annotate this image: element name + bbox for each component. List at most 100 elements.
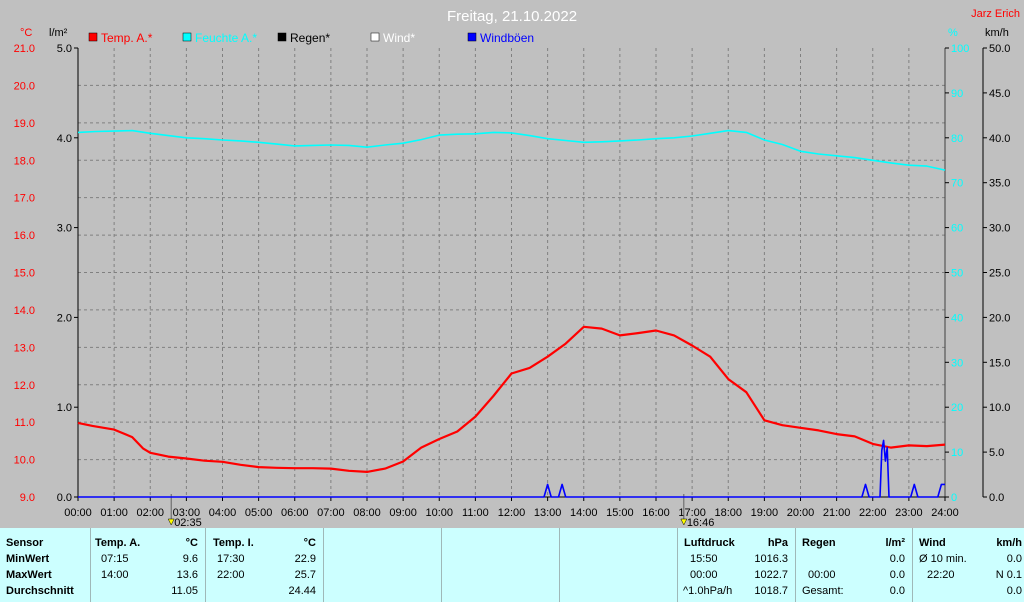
stats-col-sensor: Sensor MinWert MaxWert Durchschnitt [0, 528, 91, 602]
temp-tick-label: 17.0 [14, 193, 35, 205]
temp-a-avg: 11.05 [171, 585, 198, 597]
wind-avg-label: Ø 10 min. [919, 553, 967, 565]
temp-tick-label: 19.0 [14, 118, 35, 130]
wind-tick-label: 35.0 [989, 178, 1010, 190]
time-marker-label: 02:35 [174, 517, 202, 528]
rain-tick-label: 1.0 [57, 402, 72, 414]
pressure-max: 1022.7 [754, 569, 788, 581]
stats-col-temp-a: Temp. A. °C 07:15 9.6 14:00 13.6 11.05 [91, 528, 206, 602]
temp-tick-label: 14.0 [14, 305, 35, 317]
temp-a-min: 9.6 [182, 553, 198, 565]
stats-col-empty-2 [442, 528, 560, 602]
x-tick-label: 03:00 [173, 507, 201, 519]
time-marker-label: 16:46 [687, 517, 715, 528]
rain-unit: l/m² [885, 537, 905, 549]
wind-tick-label: 5.0 [989, 447, 1004, 459]
maxwert-label: MaxWert [6, 569, 52, 581]
humidity-tick-label: 70 [951, 178, 963, 190]
x-tick-label: 06:00 [281, 507, 309, 519]
x-tick-label: 11:00 [462, 507, 489, 519]
wind-tick-label: 45.0 [989, 88, 1010, 100]
legend-label: Temp. A.* [101, 31, 153, 45]
wind-tick-label: 0.0 [989, 492, 1004, 504]
plot-axes: 00:00 01:00 02:00 03:00 04:00 05:00 06:00 07:00… [14, 43, 1011, 528]
temp-a-series-line [77, 325, 946, 473]
legend-label: Feuchte A.* [195, 31, 257, 45]
time-marker-arrow-icon [167, 518, 175, 526]
wind-tick-label: 25.0 [989, 268, 1010, 280]
rain-value-1: 0.0 [889, 553, 905, 565]
stats-col-pressure: Luftdruck hPa 15:50 1016.3 00:00 1022.7 ^1.… [678, 528, 796, 602]
rain-total: 0.0 [889, 585, 905, 597]
weather-chart: Freitag, 21.10.2022 Jarz Erich °C l/m² %… [14, 8, 1020, 528]
x-tick-label: 16:00 [642, 507, 670, 519]
humidity-tick-label: 80 [951, 133, 963, 145]
wind-tick-label: 40.0 [989, 133, 1010, 145]
humidity-tick-label: 50 [951, 268, 963, 280]
stats-col-empty-1 [324, 528, 442, 602]
legend-label: Windböen [480, 31, 534, 45]
stats-col-wind: Wind km/h Ø 10 min. 0.0 22:20 N 0.1 0.0 [913, 528, 1024, 602]
legend-swatch [182, 32, 192, 42]
temp-tick-label: 21.0 [14, 43, 35, 55]
humidity-tick-label: 40 [951, 312, 963, 324]
wind-tick-label: 20.0 [989, 312, 1010, 324]
legend-swatch [277, 32, 287, 42]
x-tick-label: 15:00 [606, 507, 634, 519]
x-tick-label: 13:00 [534, 507, 562, 519]
rain-tick-label: 5.0 [57, 43, 72, 55]
x-tick-label: 07:00 [317, 507, 345, 519]
x-tick-label: 18:00 [714, 507, 742, 519]
x-tick-label: 05:00 [245, 507, 273, 519]
pressure-unit: hPa [767, 537, 788, 549]
plot-series [77, 129, 946, 498]
chart-legend: Temp. A.* Feuchte A.* Regen* Wind* Windböen [88, 31, 534, 45]
temp-tick-label: 9.0 [20, 492, 35, 504]
plot-grid [78, 48, 945, 497]
humidity-tick-label: 90 [951, 88, 963, 100]
temp-unit-label: °C [20, 27, 32, 39]
x-tick-label: 09:00 [389, 507, 417, 519]
wind-value-3: 0.0 [1006, 585, 1022, 597]
temp-tick-label: 13.0 [14, 342, 35, 354]
legend-label: Regen* [290, 31, 330, 45]
rain-tick-label: 2.0 [57, 312, 72, 324]
pressure-min: 1016.3 [754, 553, 788, 565]
wind-max: N 0.1 [995, 569, 1022, 581]
stats-col-temp-i: Temp. I. °C 17:30 22.9 22:00 25.7 24.44 [206, 528, 324, 602]
temp-tick-label: 11.0 [14, 417, 35, 429]
humidity-tick-label: 30 [951, 357, 963, 369]
temp-i-min-time: 17:30 [217, 553, 245, 565]
temp-tick-label: 20.0 [14, 80, 35, 92]
temp-i-unit: °C [303, 537, 316, 549]
pressure-current: 1018.7 [754, 585, 788, 597]
humidity-unit-label: % [948, 27, 958, 39]
pressure-header: Luftdruck [684, 537, 735, 549]
x-tick-label: 21:00 [823, 507, 851, 519]
temp-i-header: Temp. I. [213, 537, 254, 549]
rain-total-label: Gesamt: [802, 585, 844, 597]
wind-avg: 0.0 [1006, 553, 1022, 565]
durchschnitt-label: Durchschnitt [6, 585, 74, 597]
x-tick-label: 20:00 [787, 507, 815, 519]
x-tick-label: 00:00 [64, 507, 92, 519]
rain-time: 00:00 [808, 569, 836, 581]
x-tick-label: 04:00 [209, 507, 237, 519]
pressure-max-time: 00:00 [690, 569, 718, 581]
x-tick-label: 10:00 [425, 507, 453, 519]
wind-max-time: 22:20 [927, 569, 955, 581]
wind-tick-label: 30.0 [989, 223, 1010, 235]
sensor-header: Sensor [6, 537, 44, 549]
minwert-label: MinWert [6, 553, 50, 565]
temp-tick-label: 10.0 [14, 455, 35, 467]
rain-tick-label: 0.0 [57, 492, 72, 504]
time-marker-arrow-icon [680, 518, 688, 526]
legend-swatch [467, 32, 477, 42]
temp-tick-label: 18.0 [14, 155, 35, 167]
x-tick-label: 24:00 [931, 507, 959, 519]
humidity-tick-label: 60 [951, 223, 963, 235]
legend-swatch [88, 32, 98, 42]
x-tick-label: 08:00 [353, 507, 381, 519]
pressure-trend: ^1.0hPa/h [683, 585, 733, 597]
rain-tick-label: 4.0 [57, 133, 72, 145]
